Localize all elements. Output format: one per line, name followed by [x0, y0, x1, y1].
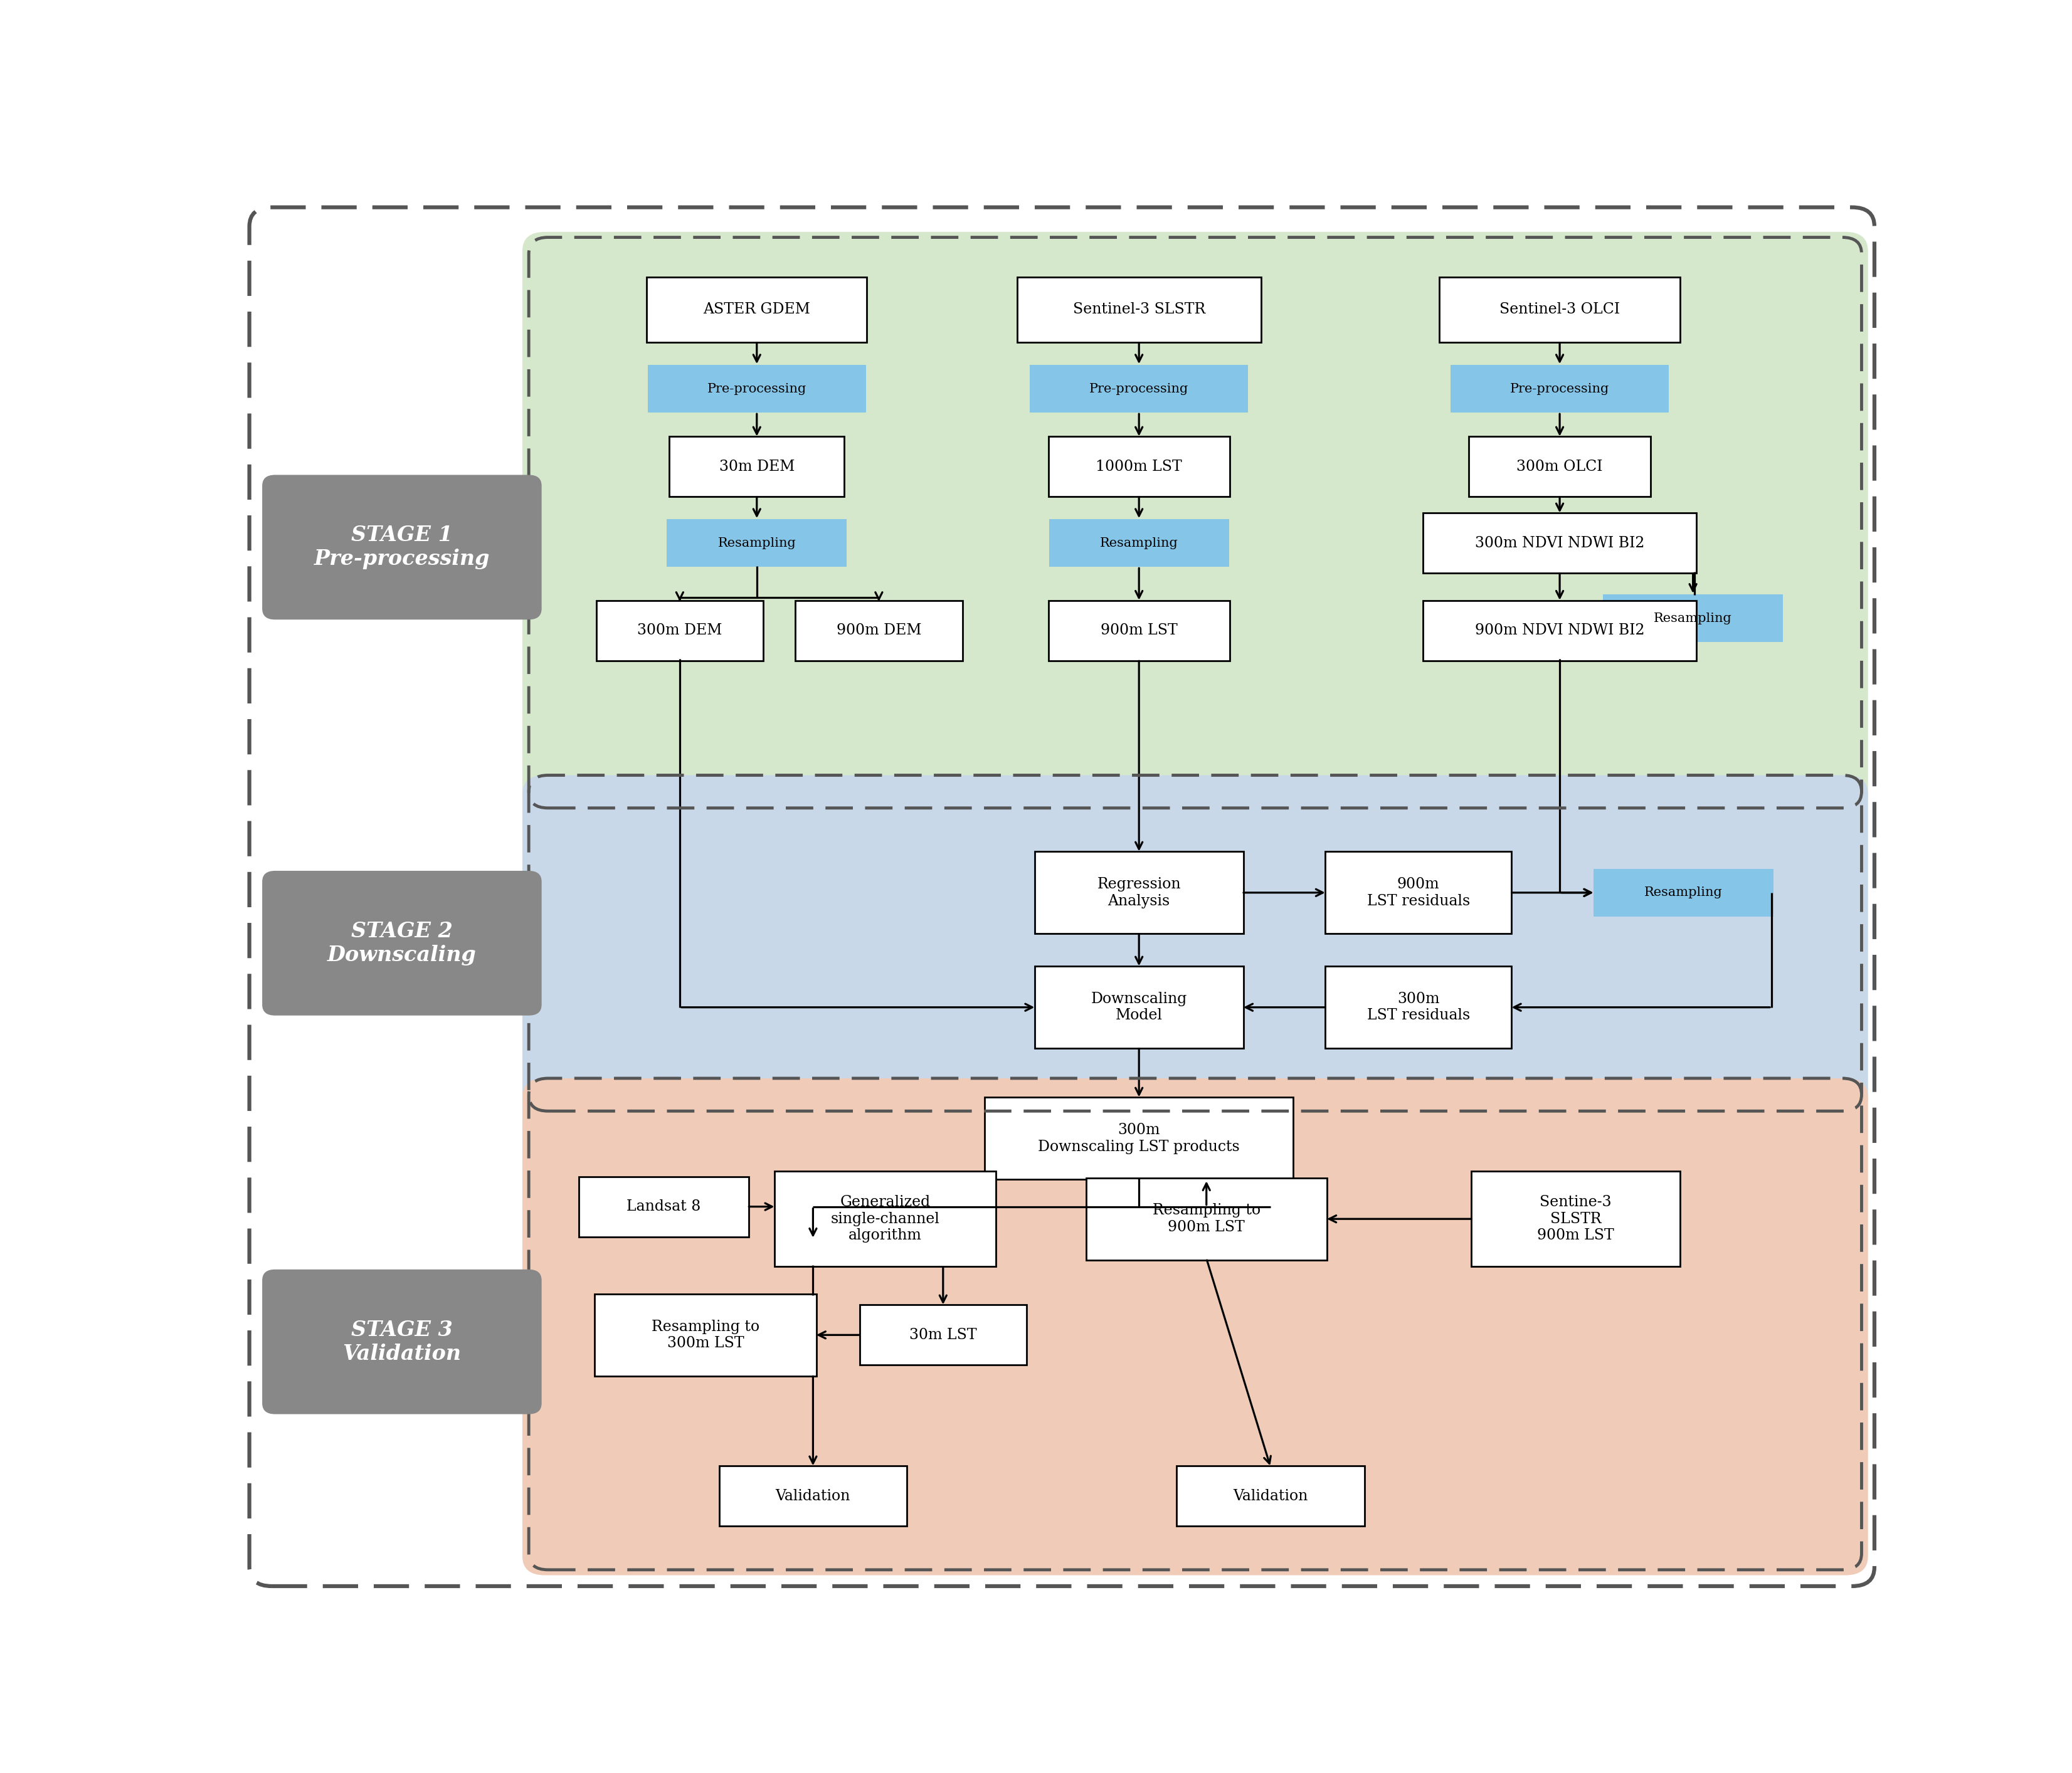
FancyBboxPatch shape — [649, 365, 866, 413]
Text: Validation: Validation — [775, 1489, 850, 1504]
FancyBboxPatch shape — [860, 1305, 1026, 1365]
Text: Resampling: Resampling — [717, 537, 796, 550]
Text: Sentinel-3 OLCI: Sentinel-3 OLCI — [1500, 303, 1620, 317]
Text: 900m NDVI NDWI BI2: 900m NDVI NDWI BI2 — [1475, 624, 1645, 638]
Text: Generalized
single-channel
algorithm: Generalized single-channel algorithm — [831, 1195, 941, 1243]
FancyBboxPatch shape — [1450, 365, 1668, 413]
FancyBboxPatch shape — [669, 436, 843, 496]
Text: Pre-processing: Pre-processing — [1090, 383, 1189, 395]
FancyBboxPatch shape — [775, 1172, 997, 1266]
FancyBboxPatch shape — [522, 775, 1869, 1117]
FancyBboxPatch shape — [667, 519, 847, 567]
Text: 30m DEM: 30m DEM — [719, 459, 794, 473]
Text: STAGE 1
Pre-processing: STAGE 1 Pre-processing — [315, 525, 489, 569]
FancyBboxPatch shape — [1034, 966, 1243, 1048]
FancyBboxPatch shape — [719, 1466, 908, 1527]
FancyBboxPatch shape — [984, 1097, 1293, 1179]
FancyBboxPatch shape — [1326, 851, 1513, 934]
FancyBboxPatch shape — [1177, 1466, 1365, 1527]
Text: Landsat 8: Landsat 8 — [626, 1199, 700, 1215]
FancyBboxPatch shape — [597, 601, 762, 661]
FancyBboxPatch shape — [1030, 365, 1247, 413]
FancyBboxPatch shape — [1017, 277, 1262, 342]
Text: STAGE 3
Validation: STAGE 3 Validation — [342, 1319, 462, 1363]
FancyBboxPatch shape — [263, 871, 541, 1016]
Text: ASTER GDEM: ASTER GDEM — [702, 303, 810, 317]
FancyBboxPatch shape — [646, 277, 866, 342]
Text: 900m DEM: 900m DEM — [837, 624, 922, 638]
FancyBboxPatch shape — [796, 601, 961, 661]
FancyBboxPatch shape — [1440, 277, 1680, 342]
FancyBboxPatch shape — [1423, 512, 1697, 573]
Text: 300m NDVI NDWI BI2: 300m NDVI NDWI BI2 — [1475, 535, 1645, 550]
FancyBboxPatch shape — [1471, 1172, 1680, 1266]
Text: Resampling: Resampling — [1653, 612, 1732, 624]
Text: 300m DEM: 300m DEM — [638, 624, 723, 638]
FancyBboxPatch shape — [1604, 594, 1782, 642]
Text: 900m
LST residuals: 900m LST residuals — [1368, 878, 1469, 908]
Text: Sentine-3
SLSTR
900m LST: Sentine-3 SLSTR 900m LST — [1537, 1195, 1614, 1243]
Text: Validation: Validation — [1233, 1489, 1307, 1504]
Text: 300m
Downscaling LST products: 300m Downscaling LST products — [1038, 1122, 1239, 1154]
FancyBboxPatch shape — [522, 1078, 1869, 1574]
Text: 30m LST: 30m LST — [910, 1328, 976, 1342]
FancyBboxPatch shape — [1048, 601, 1229, 661]
Text: Pre-processing: Pre-processing — [1510, 383, 1610, 395]
Text: STAGE 2
Downscaling: STAGE 2 Downscaling — [327, 920, 477, 966]
FancyBboxPatch shape — [1326, 966, 1513, 1048]
Text: Resampling: Resampling — [1645, 886, 1722, 899]
Text: Downscaling
Model: Downscaling Model — [1090, 991, 1187, 1023]
FancyBboxPatch shape — [1048, 436, 1229, 496]
FancyBboxPatch shape — [263, 475, 541, 619]
FancyBboxPatch shape — [578, 1177, 748, 1238]
FancyBboxPatch shape — [1593, 869, 1774, 917]
FancyBboxPatch shape — [263, 1269, 541, 1415]
FancyBboxPatch shape — [1034, 851, 1243, 934]
Text: Resampling to
900m LST: Resampling to 900m LST — [1152, 1204, 1260, 1234]
Text: Regression
Analysis: Regression Analysis — [1096, 878, 1181, 908]
Text: 900m LST: 900m LST — [1100, 624, 1177, 638]
Text: 300m
LST residuals: 300m LST residuals — [1368, 991, 1469, 1023]
Text: Resampling: Resampling — [1100, 537, 1179, 550]
FancyBboxPatch shape — [595, 1294, 816, 1376]
Text: Pre-processing: Pre-processing — [707, 383, 806, 395]
FancyBboxPatch shape — [1423, 601, 1697, 661]
Text: 1000m LST: 1000m LST — [1096, 459, 1183, 473]
FancyBboxPatch shape — [1048, 519, 1229, 567]
FancyBboxPatch shape — [1086, 1177, 1326, 1261]
Text: 300m OLCI: 300m OLCI — [1517, 459, 1604, 473]
Text: Resampling to
300m LST: Resampling to 300m LST — [651, 1319, 758, 1351]
FancyBboxPatch shape — [1469, 436, 1651, 496]
FancyBboxPatch shape — [522, 232, 1869, 814]
Text: Sentinel-3 SLSTR: Sentinel-3 SLSTR — [1073, 303, 1206, 317]
